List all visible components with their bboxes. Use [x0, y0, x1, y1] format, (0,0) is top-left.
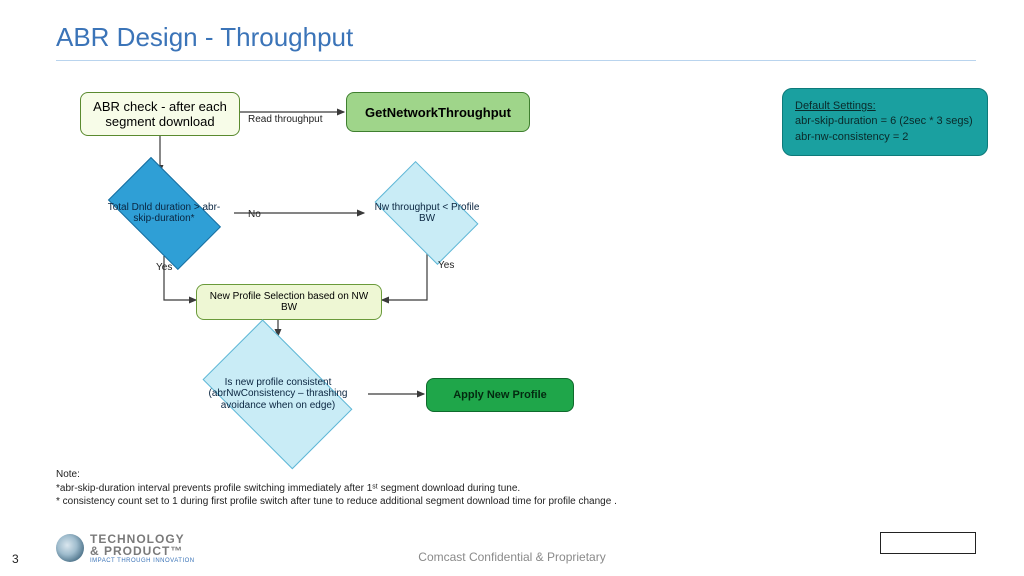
- footer-confidential: Comcast Confidential & Proprietary: [418, 550, 605, 564]
- logo-swirl-icon: [56, 534, 84, 562]
- note-line: *abr-skip-duration interval prevents pro…: [56, 482, 617, 496]
- node-apply: Apply New Profile: [426, 378, 574, 412]
- notes: Note: *abr-skip-duration interval preven…: [56, 468, 617, 509]
- node-get_tp: GetNetworkThroughput: [346, 92, 530, 132]
- logo: TECHNOLOGY & PRODUCT™ IMPACT THROUGH INN…: [56, 533, 195, 564]
- logo-tagline: IMPACT THROUGH INNOVATION: [90, 558, 195, 564]
- notes-heading: Note:: [56, 468, 617, 482]
- node-new_prof: New Profile Selection based on NW BW: [196, 284, 382, 320]
- settings-line: abr-skip-duration = 6 (2sec * 3 segs): [795, 114, 975, 129]
- edge-4: [382, 254, 427, 300]
- node-abr_check: ABR check - after each segment download: [80, 92, 240, 136]
- page-number: 3: [12, 552, 19, 566]
- logo-text: TECHNOLOGY & PRODUCT™ IMPACT THROUGH INN…: [90, 533, 195, 564]
- edge-label-0: Read throughput: [248, 114, 323, 125]
- edge-label-3: Yes: [156, 262, 172, 273]
- settings-line: abr-nw-consistency = 2: [795, 130, 975, 145]
- note-line: * consistency count set to 1 during firs…: [56, 495, 617, 509]
- node-skip_dur: Total Dnld duration > abr-skip-duration*: [94, 170, 234, 256]
- logo-line2: & PRODUCT™: [90, 545, 195, 558]
- node-nw_bw: Nw throughput < Profile BW: [364, 172, 490, 254]
- default-settings-box: Default Settings: abr-skip-duration = 6 …: [782, 88, 988, 156]
- edge-label-4: Yes: [438, 260, 454, 271]
- corner-box: [880, 532, 976, 554]
- edge-label-2: No: [248, 209, 261, 220]
- node-consistent: Is new profile consistent (abrNwConsiste…: [188, 334, 368, 454]
- settings-title: Default Settings:: [795, 99, 975, 114]
